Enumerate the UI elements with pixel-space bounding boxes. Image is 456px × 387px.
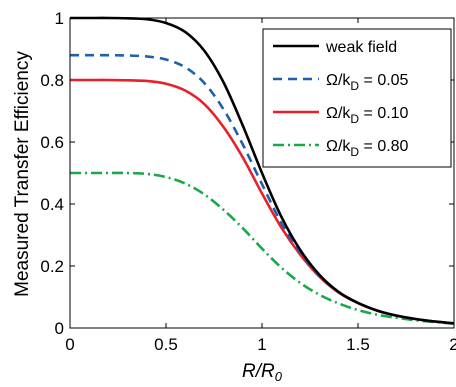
y-tick-label: 0.2: [40, 257, 64, 276]
y-axis-label: Measured Transfer Efficiency: [12, 51, 33, 297]
x-axis-label-main: R/R: [242, 361, 275, 382]
y-tick-label: 0: [55, 319, 64, 338]
series-line-4: [70, 171, 455, 325]
legend-label-1: weak field: [325, 39, 397, 56]
plot-frame: [69, 17, 455, 329]
x-axis-label-subscript: 0: [275, 369, 283, 384]
x-axis-label: R/R0: [242, 361, 283, 384]
legend-label-3: Ω/kD = 0.10: [326, 105, 409, 126]
y-tick-label: 0.8: [40, 71, 64, 90]
y-tick-label: 0.4: [40, 195, 64, 214]
series-line-2: [70, 53, 455, 325]
x-tick-label: 1.5: [346, 335, 370, 354]
x-tick-label: 1: [257, 335, 266, 354]
x-tick-label: 2: [449, 335, 456, 354]
x-tick-label: 0: [65, 335, 74, 354]
tick-layer: 0 0.5 1 1.5 2 0 0.2 0.4 0.6 0.8 1: [40, 9, 456, 354]
legend-label-4: Ω/kD = 0.80: [326, 138, 409, 159]
x-tick-label: 0.5: [154, 335, 178, 354]
y-tick-label: 0.6: [40, 133, 64, 152]
legend-label-2: Ω/kD = 0.05: [326, 72, 409, 93]
legend: weak field Ω/kD = 0.05 Ω/kD = 0.10 Ω/kD = 0…: [262, 28, 452, 168]
y-tick-label: 1: [55, 9, 64, 28]
